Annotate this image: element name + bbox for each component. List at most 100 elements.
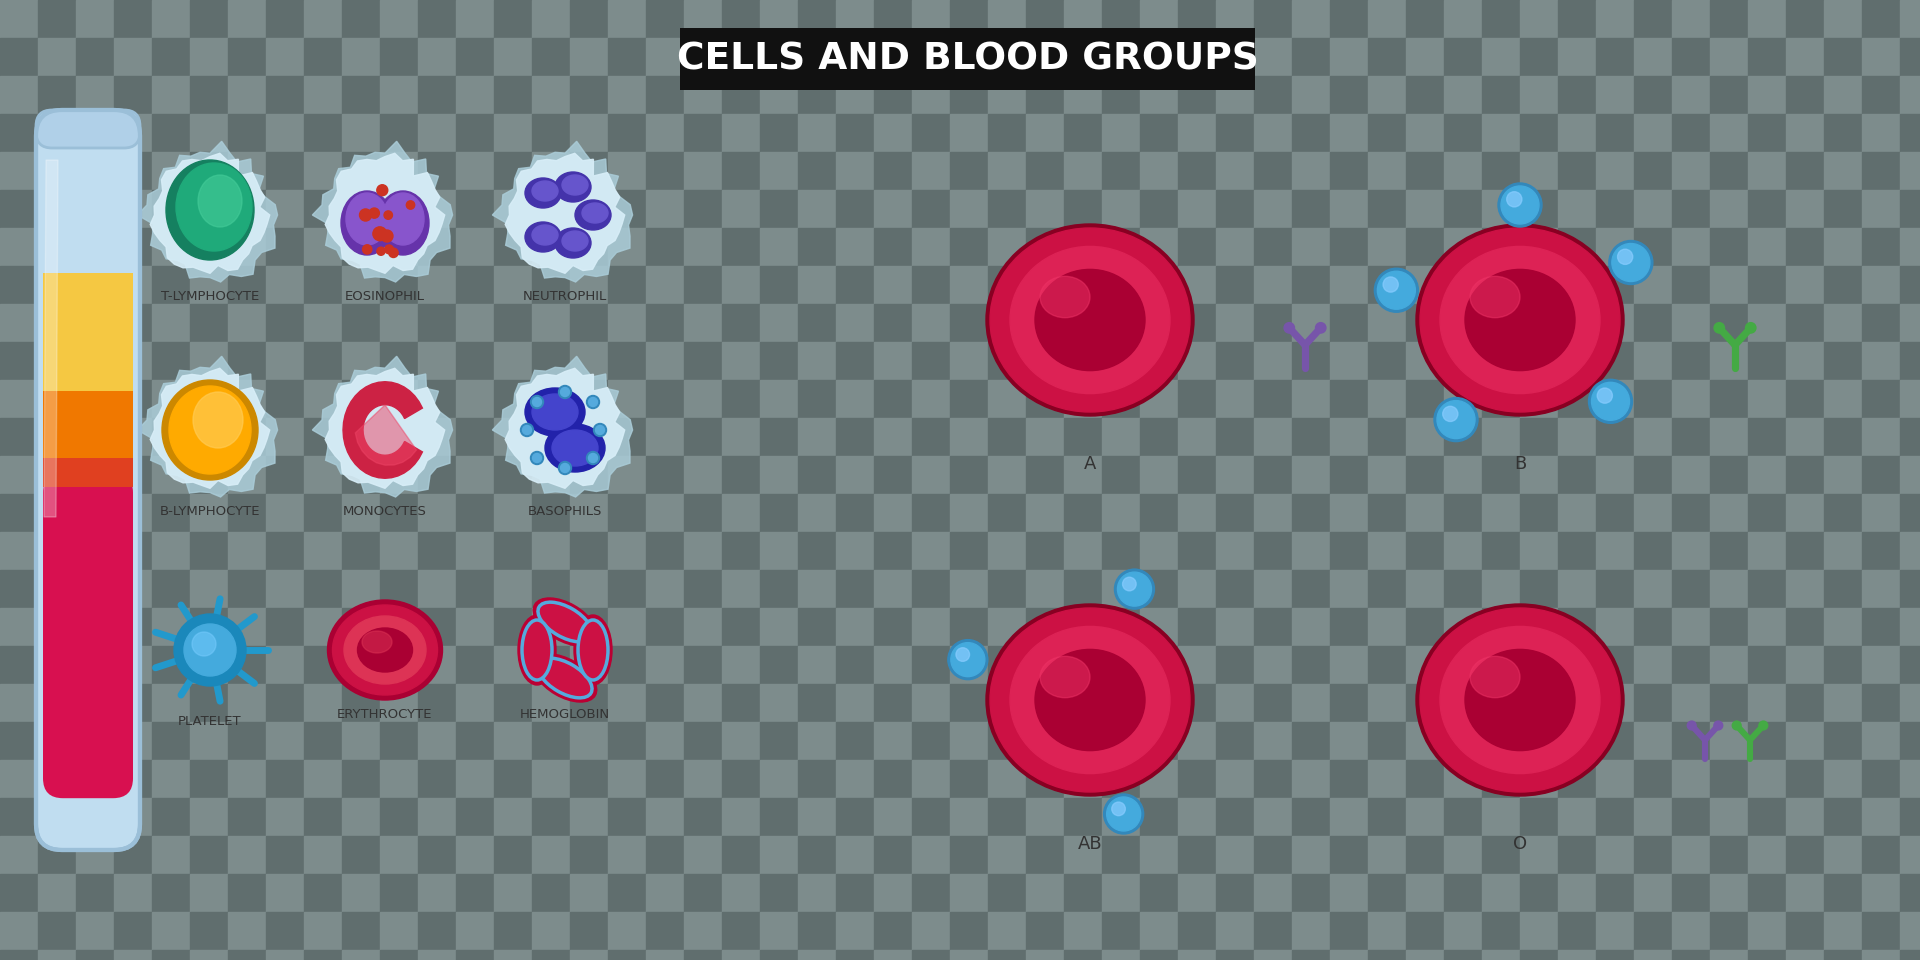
Bar <box>1292 912 1331 950</box>
Bar <box>152 836 190 874</box>
Bar <box>1367 874 1405 912</box>
Bar <box>113 950 152 960</box>
Bar <box>457 418 493 456</box>
Bar <box>609 608 645 646</box>
Bar <box>267 304 303 342</box>
Bar <box>1634 570 1672 608</box>
Bar <box>1521 570 1557 608</box>
Circle shape <box>192 632 215 656</box>
Bar <box>684 798 722 836</box>
Ellipse shape <box>545 424 605 472</box>
Bar <box>342 228 380 266</box>
Bar <box>722 912 760 950</box>
Bar <box>342 760 380 798</box>
Bar <box>912 874 950 912</box>
Bar <box>799 608 835 646</box>
Bar <box>1025 570 1064 608</box>
Bar <box>1367 570 1405 608</box>
Bar <box>1521 950 1557 960</box>
Bar <box>1521 532 1557 570</box>
Bar <box>1824 228 1862 266</box>
FancyBboxPatch shape <box>36 110 140 850</box>
Bar <box>1025 912 1064 950</box>
Bar <box>532 684 570 722</box>
Bar <box>1711 608 1747 646</box>
Bar <box>1901 76 1920 114</box>
Bar <box>1064 722 1102 760</box>
Bar <box>267 152 303 190</box>
Bar <box>874 418 912 456</box>
Bar <box>1521 38 1557 76</box>
Bar <box>1521 912 1557 950</box>
Bar <box>1747 798 1786 836</box>
Bar <box>1444 798 1482 836</box>
Bar <box>1444 114 1482 152</box>
Ellipse shape <box>1465 649 1574 751</box>
Bar <box>835 228 874 266</box>
Bar <box>1824 76 1862 114</box>
Bar <box>1331 190 1367 228</box>
Bar <box>1596 874 1634 912</box>
Bar <box>1331 418 1367 456</box>
Bar <box>532 760 570 798</box>
Text: NEUTROPHIL: NEUTROPHIL <box>522 290 607 303</box>
Bar <box>950 532 989 570</box>
Bar <box>1444 532 1482 570</box>
Bar <box>1367 418 1405 456</box>
Bar <box>1711 152 1747 190</box>
Bar <box>77 494 113 532</box>
Bar <box>0 722 38 760</box>
Bar <box>1405 494 1444 532</box>
Bar <box>342 836 380 874</box>
Bar <box>1331 494 1367 532</box>
Bar <box>1672 912 1711 950</box>
Ellipse shape <box>1471 276 1521 318</box>
Bar <box>303 874 342 912</box>
Bar <box>77 152 113 190</box>
Circle shape <box>369 208 380 218</box>
Bar <box>1179 646 1215 684</box>
Bar <box>1747 836 1786 874</box>
Bar <box>267 228 303 266</box>
Circle shape <box>1613 244 1649 281</box>
Bar <box>799 380 835 418</box>
Bar <box>152 266 190 304</box>
Bar <box>113 456 152 494</box>
Ellipse shape <box>332 605 438 695</box>
Bar <box>77 380 113 418</box>
Bar <box>303 532 342 570</box>
Bar <box>1405 570 1444 608</box>
Bar <box>799 494 835 532</box>
Bar <box>722 532 760 570</box>
Bar <box>1901 152 1920 190</box>
Bar <box>1102 912 1140 950</box>
Bar <box>989 608 1025 646</box>
Bar <box>950 608 989 646</box>
Bar <box>493 684 532 722</box>
Bar <box>1862 228 1901 266</box>
Bar <box>0 418 38 456</box>
Bar <box>532 646 570 684</box>
Bar <box>303 0 342 38</box>
Bar <box>1824 152 1862 190</box>
Bar <box>152 38 190 76</box>
Ellipse shape <box>165 160 253 260</box>
Bar <box>152 418 190 456</box>
Bar <box>609 38 645 76</box>
Bar <box>0 798 38 836</box>
Bar <box>722 114 760 152</box>
Bar <box>38 684 77 722</box>
Bar <box>609 304 645 342</box>
Bar <box>1179 342 1215 380</box>
Bar <box>1254 722 1292 760</box>
Bar <box>989 836 1025 874</box>
Bar <box>1331 570 1367 608</box>
Bar <box>570 608 609 646</box>
Bar <box>77 266 113 304</box>
Bar <box>1215 722 1254 760</box>
Bar <box>1405 874 1444 912</box>
Circle shape <box>376 247 386 255</box>
Bar <box>1521 608 1557 646</box>
Bar <box>1901 646 1920 684</box>
Bar <box>228 114 267 152</box>
